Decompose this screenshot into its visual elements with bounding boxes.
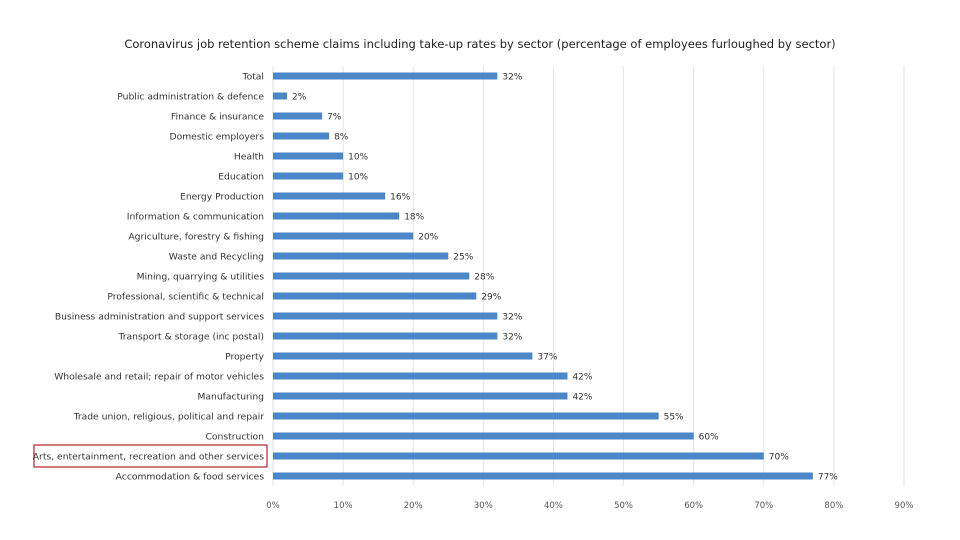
category-label: Waste and Recycling: [169, 252, 264, 263]
category-label: Domestic employers: [170, 132, 265, 143]
chart-title: Coronavirus job retention scheme claims …: [124, 37, 835, 51]
data-label: 29%: [481, 293, 501, 303]
highlight-box: [33, 444, 268, 468]
bar: [273, 432, 694, 440]
category-label: Wholesale and retail; repair of motor ve…: [54, 372, 264, 383]
data-label: 28%: [474, 273, 494, 283]
data-label: 18%: [404, 213, 424, 223]
category-label: Total: [242, 72, 264, 83]
x-tick-label: 70%: [754, 501, 773, 511]
x-tick-label: 40%: [544, 501, 563, 511]
category-label: Construction: [206, 432, 265, 443]
bar: [273, 412, 659, 420]
data-label: 10%: [348, 173, 368, 183]
x-tick-label: 10%: [334, 501, 353, 511]
bar: [273, 332, 498, 340]
category-label: Business administration and support serv…: [55, 312, 264, 323]
x-tick-label: 20%: [404, 501, 423, 511]
category-label: Professional, scientific & technical: [107, 292, 264, 303]
bar: [273, 372, 568, 380]
bar: [273, 392, 568, 400]
data-label: 2%: [292, 93, 307, 103]
bar: [273, 452, 764, 460]
data-label: 60%: [699, 433, 719, 443]
category-label: Mining, quarrying & utilities: [137, 272, 265, 283]
category-label: Accommodation & food services: [116, 472, 265, 483]
bar: [273, 312, 498, 320]
bar: [273, 352, 533, 360]
data-label: 20%: [418, 233, 438, 243]
bar: [273, 232, 414, 240]
data-label: 7%: [327, 113, 342, 123]
category-label: Finance & insurance: [171, 112, 264, 123]
data-label: 8%: [334, 133, 349, 143]
bar: [273, 92, 288, 100]
data-label: 77%: [818, 473, 838, 483]
x-tick-label: 80%: [824, 501, 843, 511]
x-tick-label: 30%: [474, 501, 493, 511]
bar: [273, 472, 813, 480]
category-label: Education: [218, 172, 264, 183]
bar: [273, 72, 498, 80]
bar: [273, 172, 344, 180]
data-label: 32%: [502, 73, 522, 83]
data-label: 32%: [502, 333, 522, 343]
data-label: 42%: [572, 373, 592, 383]
bar: [273, 212, 400, 220]
bar: [273, 132, 330, 140]
bar: [273, 112, 323, 120]
data-label: 16%: [390, 193, 410, 203]
data-label: 55%: [664, 413, 684, 423]
category-label: Transport & storage (inc postal): [118, 332, 264, 343]
bar: [273, 292, 477, 300]
x-tick-label: 90%: [895, 501, 914, 511]
x-tick-label: 60%: [684, 501, 703, 511]
category-label: Health: [234, 152, 264, 163]
data-label: 37%: [537, 353, 557, 363]
bar: [273, 272, 470, 280]
data-label: 25%: [453, 253, 473, 263]
category-label: Agriculture, forestry & fishing: [128, 232, 264, 243]
category-label: Public administration & defence: [117, 92, 264, 103]
data-label: 32%: [502, 313, 522, 323]
category-label: Information & communication: [127, 212, 264, 223]
data-label: 42%: [572, 393, 592, 403]
x-tick-label: 50%: [614, 501, 633, 511]
category-label: Energy Production: [180, 192, 264, 203]
x-tick-label: 0%: [266, 501, 280, 511]
bar: [273, 152, 344, 160]
bar: [273, 252, 449, 260]
category-label: Manufacturing: [197, 392, 264, 403]
data-label: 70%: [769, 453, 789, 463]
bar: [273, 192, 386, 200]
category-label: Arts, entertainment, recreation and othe…: [33, 452, 264, 463]
category-label: Trade union, religious, political and re…: [73, 412, 265, 423]
data-label: 10%: [348, 153, 368, 163]
category-label: Property: [225, 352, 264, 363]
